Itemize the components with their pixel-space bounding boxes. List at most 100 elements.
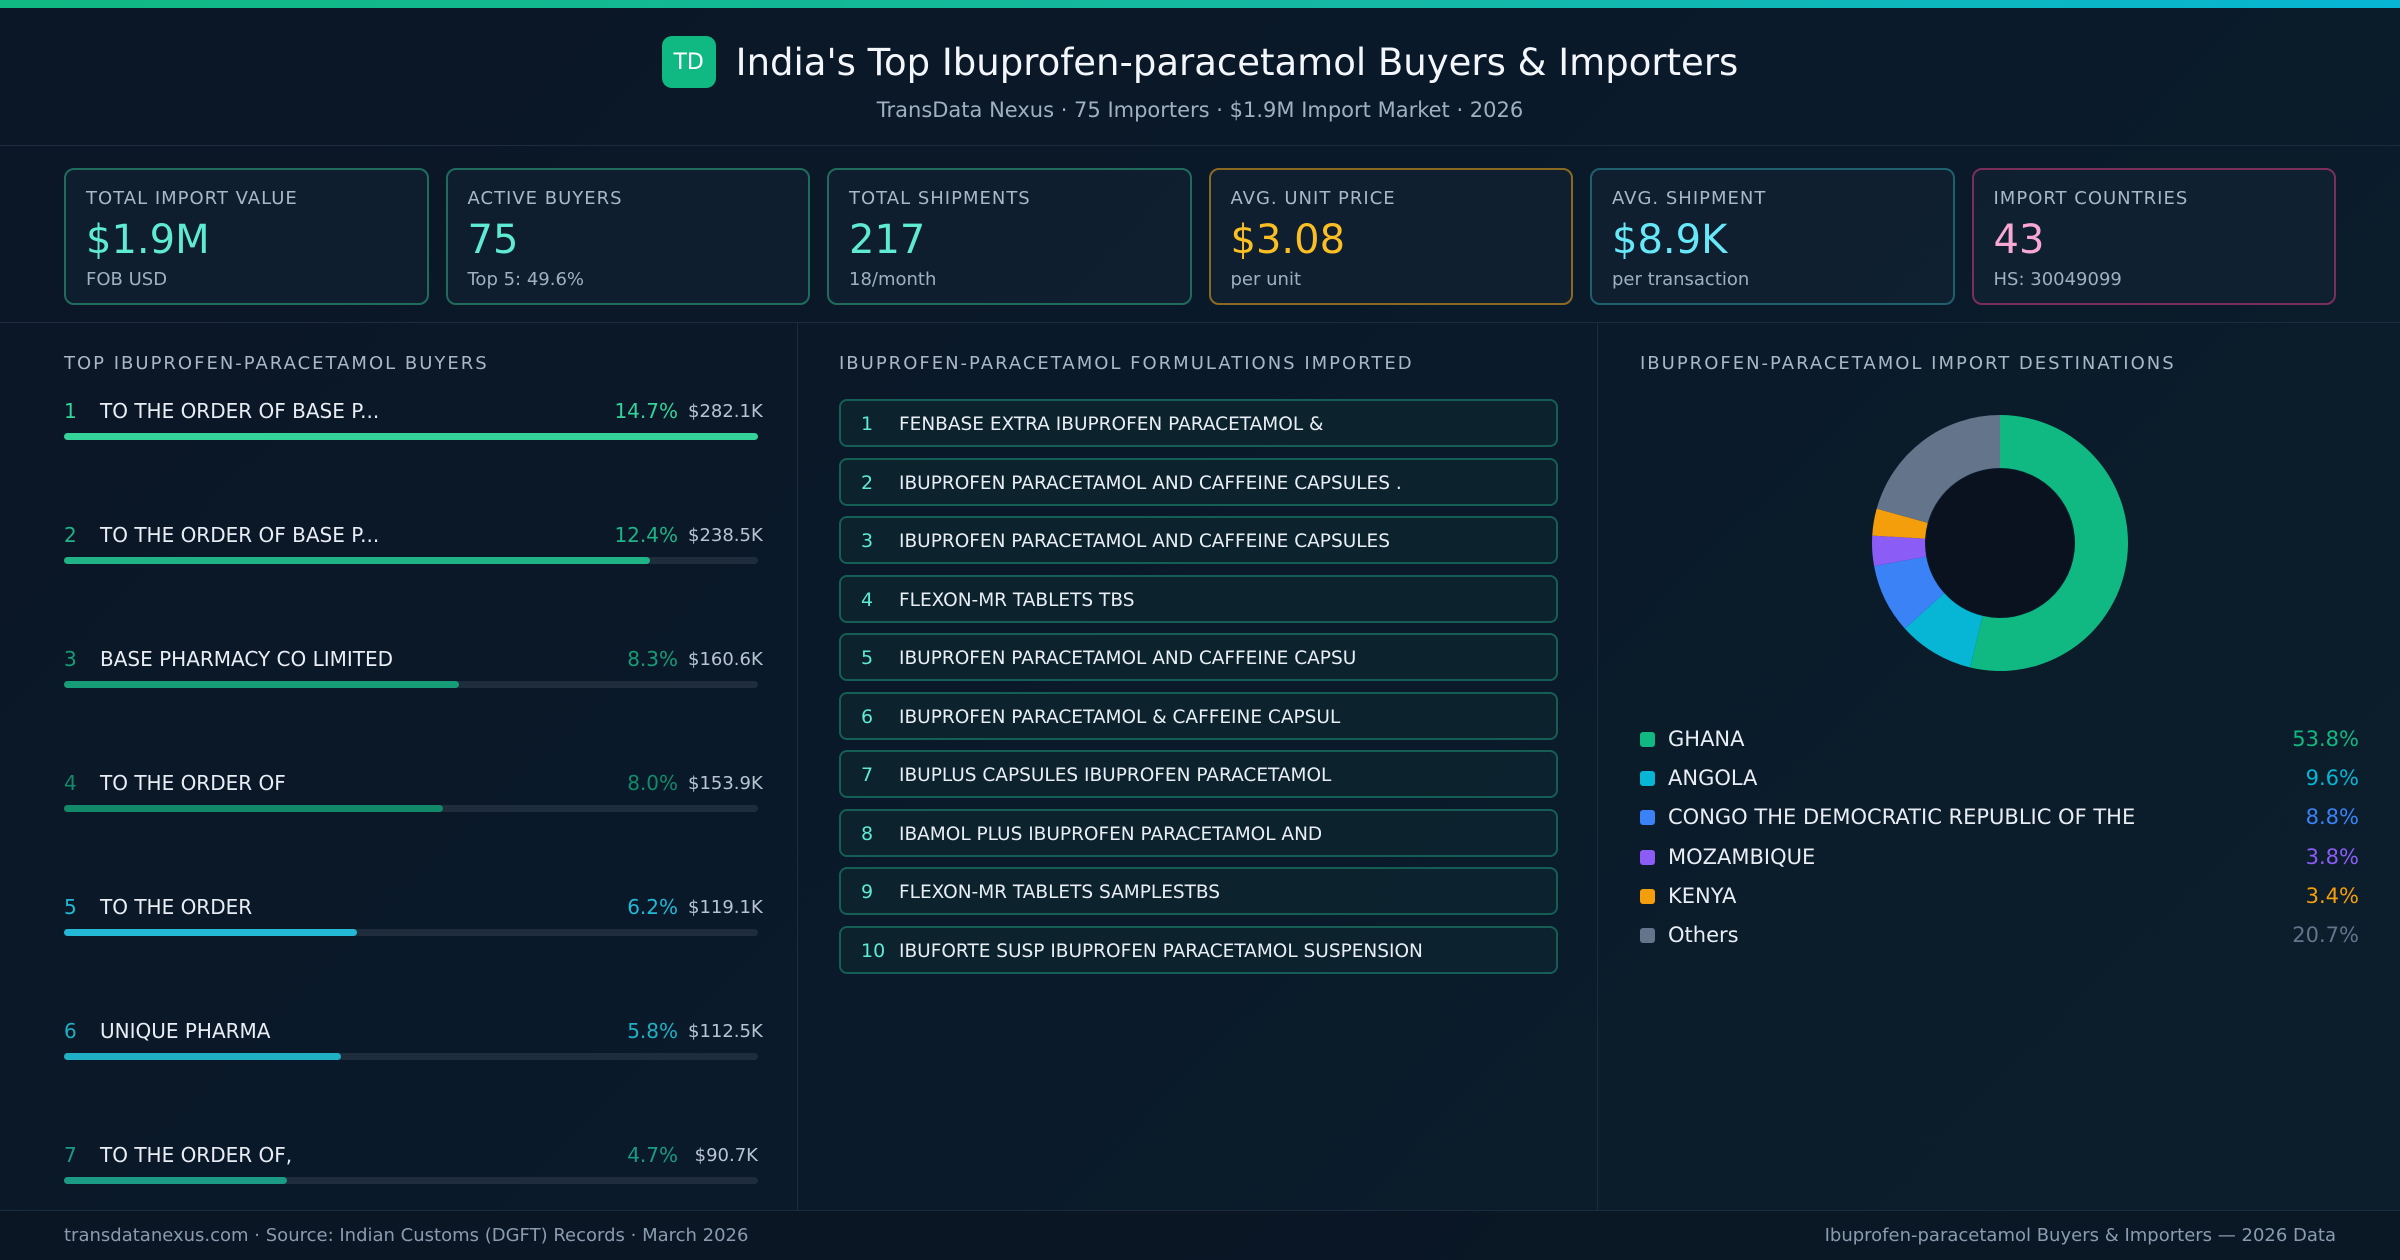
buyer-value: $90.7K <box>688 1145 758 1166</box>
legend-item[interactable]: MOZAMBIQUE 3.8% <box>1640 843 2359 873</box>
buyer-share-bar <box>64 1053 341 1060</box>
buyer-rank: 4 <box>64 771 77 795</box>
product-name: IBUPROFEN PARACETAMOL AND CAFFEINE CAPSU <box>899 648 1356 669</box>
kpi-sub: HS: 30049099 <box>1994 269 2315 290</box>
legend-item[interactable]: ANGOLA 9.6% <box>1640 764 2359 794</box>
kpi-label: AVG. SHIPMENT <box>1612 188 1933 209</box>
buyer-value: $112.5K <box>688 1021 758 1042</box>
buyer-name: UNIQUE PHARMA <box>100 1019 271 1043</box>
buyer-share-track <box>64 929 758 936</box>
legend-item[interactable]: Others 20.7% <box>1640 921 2359 951</box>
buyer-row[interactable]: 7 TO THE ORDER OF, 4.7% $90.7K <box>64 1143 758 1193</box>
buyer-share: 5.8% <box>627 1019 678 1043</box>
product-name: IBUFORTE SUSP IBUPROFEN PARACETAMOL SUSP… <box>899 941 1423 962</box>
buyer-value: $160.6K <box>688 649 758 670</box>
product-item[interactable]: 3 IBUPROFEN PARACETAMOL AND CAFFEINE CAPS… <box>839 516 1558 564</box>
buyer-value: $238.5K <box>688 525 758 546</box>
kpi-value: $3.08 <box>1231 217 1552 263</box>
buyer-row[interactable]: 4 TO THE ORDER OF 8.0% $153.9K <box>64 771 758 821</box>
buyer-name: TO THE ORDER <box>100 895 252 919</box>
product-item[interactable]: 9 FLEXON-MR TABLETS SAMPLESTBS <box>839 867 1558 915</box>
kpi-value: 43 <box>1994 217 2315 263</box>
page-header: TD India's Top Ibuprofen-paracetamol Buy… <box>0 8 2400 146</box>
legend-country: GHANA <box>1668 727 1745 751</box>
legend-swatch <box>1640 850 1655 865</box>
kpi-sub: 18/month <box>849 269 1170 290</box>
product-number: 1 <box>861 413 891 435</box>
product-name: IBAMOL PLUS IBUPROFEN PARACETAMOL AND <box>899 824 1322 845</box>
kpi-sub: per transaction <box>1612 269 1933 290</box>
product-name: IBUPROFEN PARACETAMOL AND CAFFEINE CAPSU… <box>899 531 1390 552</box>
legend-country: KENYA <box>1668 884 1736 908</box>
buyer-row[interactable]: 1 TO THE ORDER OF BASE P... 14.7% $282.1K <box>64 399 758 449</box>
buyer-share-track <box>64 1053 758 1060</box>
product-number: 9 <box>861 881 891 903</box>
kpi-total-import-value: TOTAL IMPORT VALUE $1.9M FOB USD <box>64 168 429 305</box>
product-item[interactable]: 8 IBAMOL PLUS IBUPROFEN PARACETAMOL AND <box>839 809 1558 857</box>
donut-hole <box>1926 469 2074 617</box>
footer-source: transdatanexus.com · Source: Indian Cust… <box>64 1225 748 1246</box>
product-name: IBUPROFEN PARACETAMOL AND CAFFEINE CAPSU… <box>899 473 1402 494</box>
buyer-row[interactable]: 3 BASE PHARMACY CO LIMITED 8.3% $160.6K <box>64 647 758 697</box>
kpi-value: $8.9K <box>1612 217 1933 263</box>
legend-share: 9.6% <box>2306 766 2359 790</box>
products-panel-title: IBUPROFEN-PARACETAMOL FORMULATIONS IMPOR… <box>839 353 1414 374</box>
product-item[interactable]: 7 IBUPLUS CAPSULES IBUPROFEN PARACETAMOL <box>839 750 1558 798</box>
buyer-rank: 6 <box>64 1019 77 1043</box>
kpi-label: IMPORT COUNTRIES <box>1994 188 2315 209</box>
legend-country: MOZAMBIQUE <box>1668 845 1815 869</box>
legend-swatch <box>1640 732 1655 747</box>
kpi-label: TOTAL IMPORT VALUE <box>86 188 407 209</box>
kpi-avg-shipment: AVG. SHIPMENT $8.9K per transaction <box>1590 168 1955 305</box>
kpi-label: AVG. UNIT PRICE <box>1231 188 1552 209</box>
buyer-rank: 7 <box>64 1143 77 1167</box>
buyer-name: BASE PHARMACY CO LIMITED <box>100 647 393 671</box>
buyer-name: TO THE ORDER OF, <box>100 1143 292 1167</box>
buyer-rank: 1 <box>64 399 77 423</box>
legend-country: ANGOLA <box>1668 766 1757 790</box>
product-name: FENBASE EXTRA IBUPROFEN PARACETAMOL & <box>899 414 1323 435</box>
kpi-row: TOTAL IMPORT VALUE $1.9M FOB USD ACTIVE … <box>64 168 2336 305</box>
legend-country: CONGO THE DEMOCRATIC REPUBLIC OF THE <box>1668 805 2135 829</box>
legend-item[interactable]: KENYA 3.4% <box>1640 882 2359 912</box>
buyer-value: $153.9K <box>688 773 758 794</box>
product-item[interactable]: 10 IBUFORTE SUSP IBUPROFEN PARACETAMOL SU… <box>839 926 1558 974</box>
kpi-value: 217 <box>849 217 1170 263</box>
buyer-share-bar <box>64 557 650 564</box>
legend-item[interactable]: CONGO THE DEMOCRATIC REPUBLIC OF THE 8.8% <box>1640 803 2359 833</box>
kpi-label: TOTAL SHIPMENTS <box>849 188 1170 209</box>
buyer-share-track <box>64 681 758 688</box>
buyer-share-bar <box>64 929 357 936</box>
products-panel: IBUPROFEN-PARACETAMOL FORMULATIONS IMPOR… <box>799 323 1598 1210</box>
product-name: FLEXON-MR TABLETS SAMPLESTBS <box>899 882 1220 903</box>
kpi-value: $1.9M <box>86 217 407 263</box>
product-item[interactable]: 5 IBUPROFEN PARACETAMOL AND CAFFEINE CAPS… <box>839 633 1558 681</box>
kpi-sub: Top 5: 49.6% <box>468 269 789 290</box>
product-item[interactable]: 1 FENBASE EXTRA IBUPROFEN PARACETAMOL & <box>839 399 1558 447</box>
destinations-donut-chart <box>1870 413 2130 673</box>
buyer-rank: 2 <box>64 523 77 547</box>
buyer-row[interactable]: 5 TO THE ORDER 6.2% $119.1K <box>64 895 758 945</box>
kpi-total-shipments: TOTAL SHIPMENTS 217 18/month <box>827 168 1192 305</box>
buyer-row[interactable]: 2 TO THE ORDER OF BASE P... 12.4% $238.5K <box>64 523 758 573</box>
kpi-import-countries: IMPORT COUNTRIES 43 HS: 30049099 <box>1972 168 2337 305</box>
title-row: TD India's Top Ibuprofen-paracetamol Buy… <box>0 36 2400 88</box>
legend-share: 53.8% <box>2292 727 2359 751</box>
buyer-share-track <box>64 805 758 812</box>
buyer-share: 14.7% <box>614 399 678 423</box>
product-item[interactable]: 2 IBUPROFEN PARACETAMOL AND CAFFEINE CAPS… <box>839 458 1558 506</box>
legend-share: 8.8% <box>2306 805 2359 829</box>
legend-swatch <box>1640 928 1655 943</box>
kpi-avg-unit-price: AVG. UNIT PRICE $3.08 per unit <box>1209 168 1574 305</box>
page-title: India's Top Ibuprofen-paracetamol Buyers… <box>736 41 1739 84</box>
legend-item[interactable]: GHANA 53.8% <box>1640 725 2359 755</box>
legend-swatch <box>1640 889 1655 904</box>
product-item[interactable]: 4 FLEXON-MR TABLETS TBS <box>839 575 1558 623</box>
product-item[interactable]: 6 IBUPROFEN PARACETAMOL & CAFFEINE CAPSUL <box>839 692 1558 740</box>
buyer-row[interactable]: 6 UNIQUE PHARMA 5.8% $112.5K <box>64 1019 758 1069</box>
kpi-value: 75 <box>468 217 789 263</box>
destinations-panel: IBUPROFEN-PARACETAMOL IMPORT DESTINATION… <box>1599 323 2400 1210</box>
buyer-share-track <box>64 1177 758 1184</box>
product-number: 6 <box>861 706 891 728</box>
buyer-share-bar <box>64 433 758 440</box>
